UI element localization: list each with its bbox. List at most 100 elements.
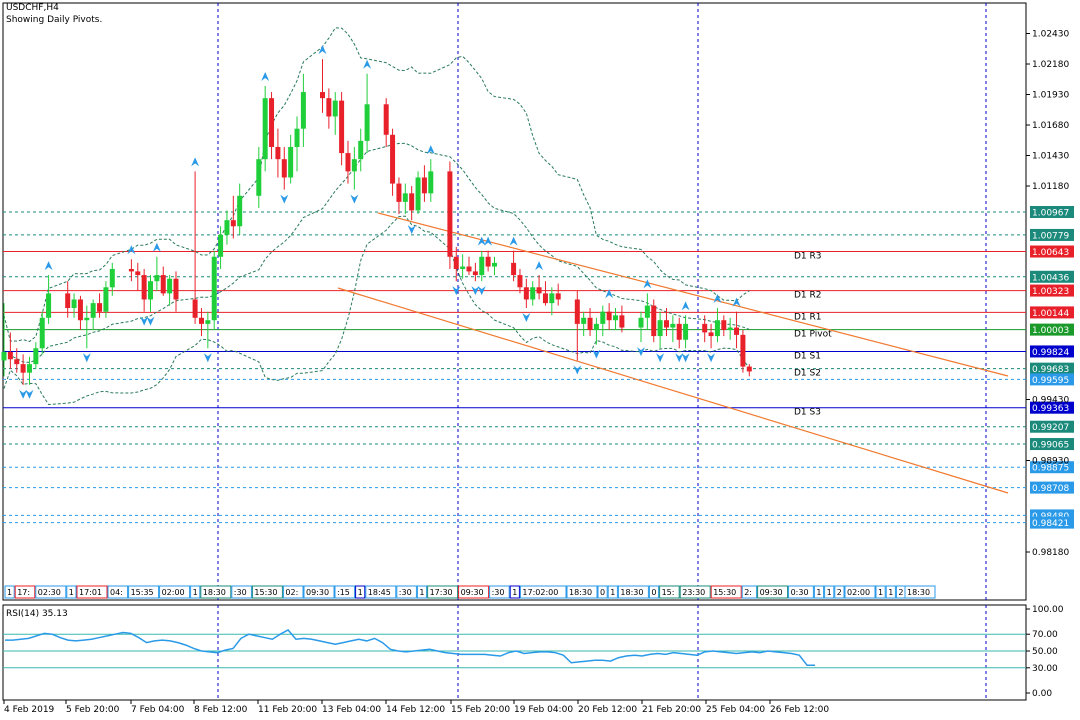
bear-candle (192, 299, 198, 318)
time-tag (904, 585, 936, 599)
bear-candle (281, 159, 287, 178)
bear-candle (383, 104, 389, 135)
price-tag-label: 0.99595 (1032, 376, 1069, 386)
fractal-down-icon (19, 389, 28, 399)
bull-candle (211, 256, 217, 321)
rsi-y-label: 30.00 (1032, 664, 1058, 674)
bear-candle (721, 320, 727, 330)
time-tag (757, 585, 789, 599)
price-tag (1030, 362, 1074, 375)
rsi-label: RSI(14) 35.13 (6, 609, 68, 619)
fractal-down-icon (452, 286, 461, 296)
rsi-y-label: 50.00 (1032, 647, 1058, 657)
pivot-label: D1 R3 (794, 252, 822, 262)
bear-candle (663, 320, 669, 328)
fractal-up-icon (191, 157, 200, 167)
bull-candle (262, 98, 268, 160)
fractal-up-icon (713, 294, 722, 304)
time-tag (659, 585, 680, 599)
bear-candle (453, 256, 459, 269)
time-tag-label: 17: (17, 588, 30, 597)
time-tag-label: 18:30 (620, 588, 643, 597)
price-tag (1030, 270, 1074, 283)
time-tag-label: 1 (816, 588, 821, 597)
bear-candle (447, 171, 453, 257)
fractal-up-icon (261, 71, 270, 81)
bear-candle (708, 332, 714, 337)
fractal-down-icon (707, 353, 716, 363)
time-tag (885, 585, 896, 599)
bull-candle (237, 195, 243, 227)
price-tag-label: 0.99207 (1032, 423, 1069, 433)
price-tag-label: 0.99363 (1032, 404, 1069, 414)
bear-candle (606, 311, 612, 321)
bull-candle (644, 305, 650, 318)
bb-middle (3, 142, 750, 363)
bear-candle (7, 351, 13, 360)
bear-candle (160, 275, 166, 294)
fractal-up-icon (318, 45, 327, 55)
time-tag (607, 585, 618, 599)
price-tag (1030, 516, 1074, 529)
pivot-label: D1 R1 (794, 312, 822, 322)
time-tag (76, 585, 108, 599)
bull-candle (593, 323, 599, 330)
bull-candle (224, 220, 230, 235)
time-tag-label: 15: (662, 588, 675, 597)
y-tick-label: 0.98930 (1032, 457, 1069, 467)
bear-candle (472, 271, 478, 276)
time-tag (648, 585, 660, 599)
bull-candle (530, 287, 536, 300)
bull-candle (638, 317, 644, 328)
price-tag-label: 1.00144 (1032, 309, 1069, 319)
bull-candle (288, 146, 294, 178)
fractal-down-icon (146, 316, 155, 326)
bull-candle (600, 311, 606, 324)
time-tag-label: :15 (337, 588, 350, 597)
time-tag-label: 1 (878, 588, 883, 597)
bear-candle (485, 256, 491, 267)
price-tag (1030, 306, 1074, 319)
bear-candle (14, 359, 20, 365)
rsi-line (5, 629, 815, 667)
time-tag (617, 585, 649, 599)
trend-channel-lower (337, 287, 1009, 494)
bull-candle (657, 320, 663, 337)
bull-candle (549, 293, 555, 304)
price-tag (1030, 461, 1074, 474)
bull-candle (364, 104, 370, 141)
time-tag (489, 585, 510, 599)
fractal-up-icon (605, 289, 614, 299)
y-tick-label: 1.02180 (1032, 60, 1069, 70)
time-tag-label: 0 (651, 588, 656, 597)
x-tick-label: 20 Feb 12:00 (578, 705, 637, 715)
time-tag (566, 585, 598, 599)
bull-candle (727, 327, 733, 330)
time-tag-label: 17:30 (430, 588, 453, 597)
time-tag-label: 02:30 (38, 588, 61, 597)
price-tag (1030, 438, 1074, 451)
bull-candle (84, 317, 90, 321)
bull-candle (479, 256, 485, 276)
time-tag (416, 585, 428, 599)
time-tag-label: 1 (358, 588, 363, 597)
time-tag (66, 585, 77, 599)
time-tag-label: 0 (600, 588, 605, 597)
bull-candle (46, 293, 52, 318)
time-tag-label: 18:30 (907, 588, 930, 597)
fractal-up-icon (44, 261, 53, 271)
price-tag (1030, 345, 1074, 358)
time-tag (200, 585, 232, 599)
time-tag (190, 585, 201, 599)
time-tag (4, 585, 15, 599)
bull-candle (1, 351, 7, 361)
time-tag-label: 18:45 (368, 588, 391, 597)
price-tag (1030, 481, 1074, 494)
fractal-up-icon (484, 236, 493, 246)
fractal-down-icon (25, 389, 34, 399)
time-tag-label: 15:35 (131, 588, 154, 597)
bull-candle (33, 348, 39, 365)
time-tag-label: 09:30 (306, 588, 329, 597)
time-tag-label: 17:01 (79, 588, 102, 597)
fractal-down-icon (592, 349, 601, 359)
